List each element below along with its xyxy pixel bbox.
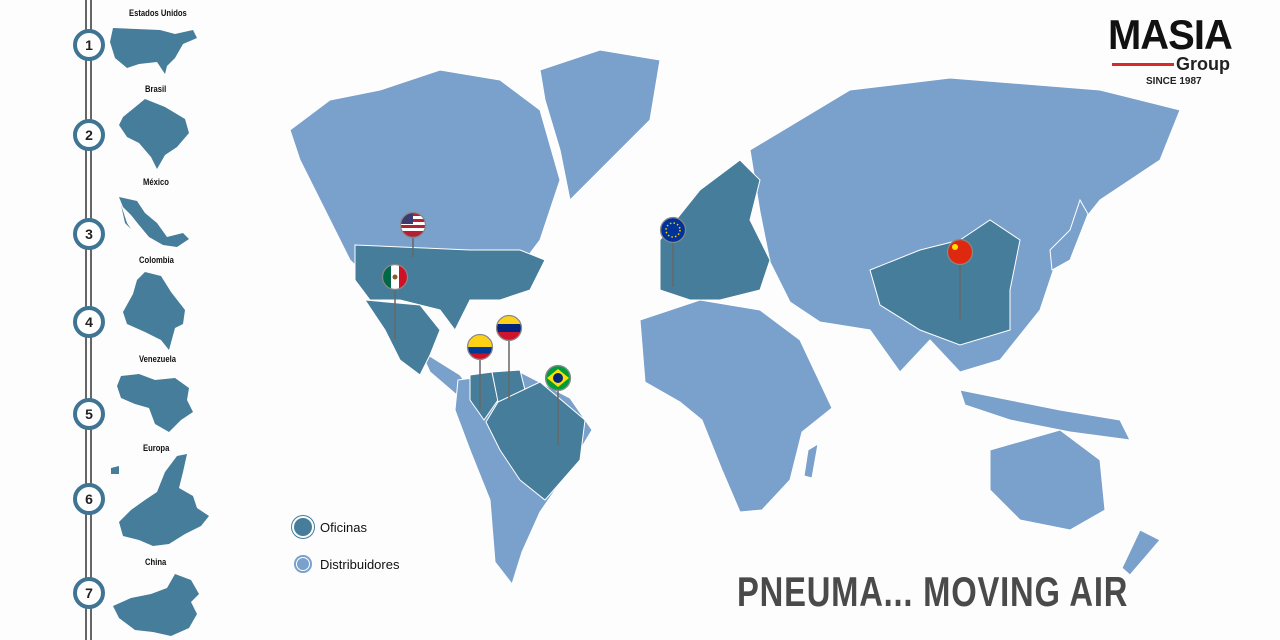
offices-swatch [294, 518, 312, 536]
venezuela-flag-icon [497, 316, 521, 340]
legend-distributors-label: Distribuidores [320, 556, 400, 572]
brazil-silhouette [119, 99, 189, 169]
pin-ring [659, 216, 687, 244]
label-colombia: Colombia [139, 255, 174, 265]
mexico-region [364, 299, 441, 376]
china-region [869, 219, 1021, 346]
indonesia [959, 389, 1131, 441]
label-europa: Europa [143, 443, 170, 453]
colombia-region [469, 371, 499, 421]
step-4-badge: 4 [73, 306, 105, 338]
label-mexico: México [143, 177, 169, 187]
madagascar [803, 443, 819, 479]
legend-offices-label: Oficinas [320, 519, 367, 535]
logo-name: MASIA [1108, 11, 1233, 58]
pin-ring [544, 364, 572, 392]
china-flag-icon [948, 240, 972, 264]
europe-region [659, 159, 771, 301]
step-6-badge: 6 [73, 483, 105, 515]
europe-silhouette [111, 454, 209, 546]
step-2-badge: 2 [73, 119, 105, 151]
brazil-flag-icon [546, 366, 570, 390]
pin-ring [381, 263, 409, 291]
brazil-region [485, 381, 586, 501]
asia [749, 77, 1181, 373]
logo-red-bar [1112, 63, 1174, 66]
step-5-badge: 5 [73, 398, 105, 430]
logo-sub: Group [1176, 54, 1230, 74]
pin-mexico[interactable] [381, 263, 409, 339]
pin-ring [495, 314, 523, 342]
eu-flag-icon [661, 218, 685, 242]
usa-silhouette [110, 28, 197, 74]
label-venezuela: Venezuela [139, 354, 177, 364]
pin-ring [946, 238, 974, 266]
pin-venezuela[interactable] [495, 314, 523, 400]
greenland [539, 49, 661, 202]
japan [1049, 198, 1089, 271]
pin-europa[interactable] [659, 216, 687, 287]
slogan: PNEUMA... MOVING AIR [737, 568, 1129, 615]
colombia-flag-icon [468, 335, 492, 359]
pin-ring [399, 211, 427, 239]
legend-distributors: Distribuidores [294, 555, 399, 573]
australia [989, 429, 1106, 531]
logo-since: SINCE 1987 [1146, 76, 1202, 87]
china-silhouette [113, 574, 199, 636]
step-7-badge: 7 [73, 577, 105, 609]
step-3-badge: 3 [73, 218, 105, 250]
mexico-flag-icon [383, 265, 407, 289]
distributors-swatch [294, 555, 312, 573]
legend-offices: Oficinas [294, 518, 367, 536]
label-china: China [145, 557, 167, 567]
label-brasil: Brasil [145, 84, 167, 94]
office-regions [354, 159, 1021, 501]
pin-colombia[interactable] [466, 333, 494, 409]
pin-ring [466, 333, 494, 361]
pin-brasil[interactable] [544, 364, 572, 445]
mexico-silhouette [119, 197, 189, 247]
pin-china[interactable] [946, 238, 974, 319]
map-pins [381, 211, 974, 445]
africa [639, 299, 833, 513]
new-zealand [1121, 529, 1161, 576]
colombia-silhouette [123, 272, 185, 350]
label-estados-unidos: Estados Unidos [129, 8, 187, 18]
pin-estados-unidos[interactable] [399, 211, 427, 257]
masia-group-logo: MASIA Group SINCE 1987 [1108, 11, 1248, 90]
us-flag-icon [401, 213, 425, 237]
venezuela-silhouette [117, 374, 193, 432]
step-1-badge: 1 [73, 29, 105, 61]
